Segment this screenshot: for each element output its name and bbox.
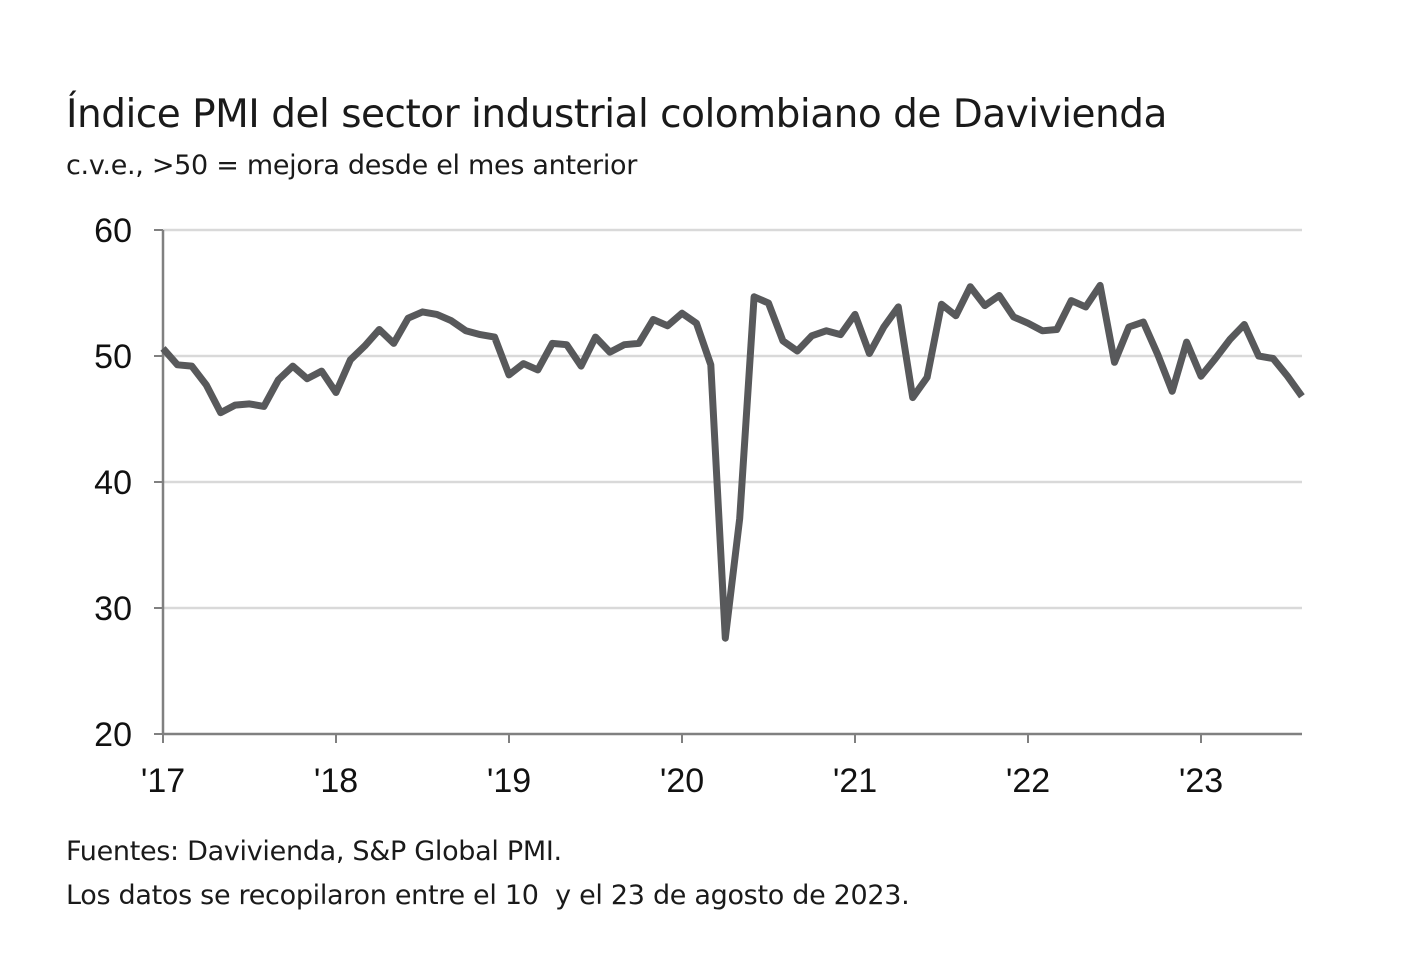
x-tick-label: '17 (141, 762, 185, 800)
y-tick-label: 30 (94, 590, 132, 628)
y-tick-label: 20 (94, 716, 132, 754)
x-tick-label: '23 (1179, 762, 1223, 800)
x-tick-label: '21 (833, 762, 877, 800)
x-tick-label: '22 (1006, 762, 1050, 800)
x-tick-label: '20 (660, 762, 704, 800)
chart-title: Índice PMI del sector industrial colombi… (66, 92, 1167, 137)
x-tick-label: '19 (487, 762, 531, 800)
chart-subtitle: c.v.e., >50 = mejora desde el mes anteri… (66, 150, 638, 181)
pmi-series-line (160, 281, 1305, 642)
data-collection-note: Los datos se recopilaron entre el 10 y e… (66, 880, 910, 911)
x-tick-label: '18 (314, 762, 358, 800)
y-tick-label: 50 (94, 338, 132, 376)
y-tick-label: 60 (94, 212, 132, 250)
y-tick-label: 40 (94, 464, 132, 502)
sources-note: Fuentes: Davivienda, S&P Global PMI. (66, 836, 562, 867)
